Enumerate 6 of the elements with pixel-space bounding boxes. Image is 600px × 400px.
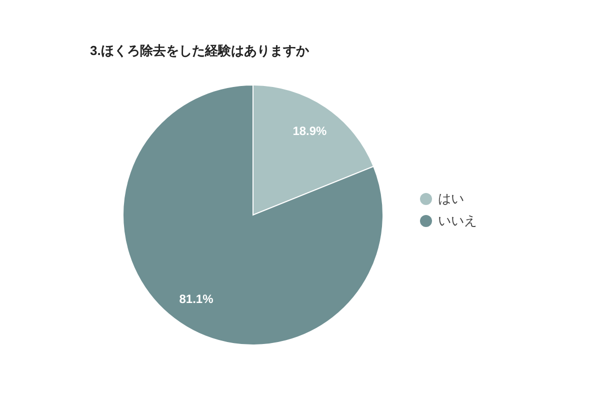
chart-title: 3.ほくろ除去をした経験はありますか [90, 42, 309, 60]
pie-slice [122, 84, 384, 346]
data-label: 81.1% [179, 292, 214, 306]
data-label: 18.9% [292, 124, 328, 138]
legend-label: はい [438, 190, 464, 208]
legend-label: いいえ [438, 212, 477, 230]
